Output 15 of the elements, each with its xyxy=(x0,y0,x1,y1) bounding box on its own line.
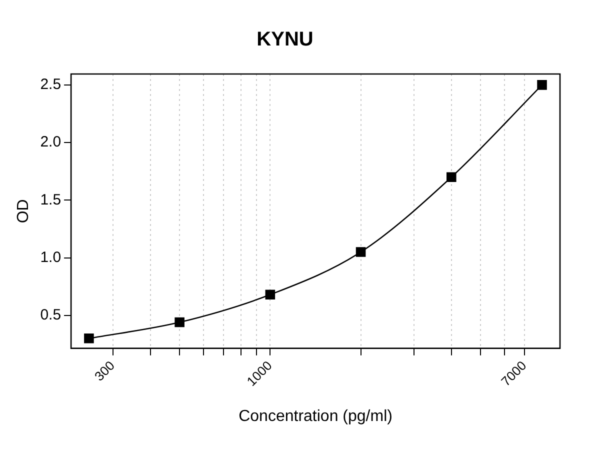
chart-title: KYNU xyxy=(256,28,314,51)
y-tick-label: 2.5 xyxy=(40,76,62,94)
point xyxy=(84,334,94,344)
y-axis-title: OD xyxy=(15,199,32,224)
y-tick-label: 1.0 xyxy=(40,248,62,266)
point xyxy=(356,247,366,257)
point xyxy=(174,317,184,328)
point xyxy=(446,172,456,182)
x-tick-label: 300 xyxy=(91,358,118,384)
point xyxy=(265,290,276,300)
y-tick-label: 1.5 xyxy=(40,191,62,208)
point xyxy=(537,80,547,90)
x-axis-title: Concentration (pg/ml) xyxy=(238,408,392,425)
y-tick-label: 0.5 xyxy=(40,306,62,324)
y-tick-label: 2.0 xyxy=(40,134,62,151)
